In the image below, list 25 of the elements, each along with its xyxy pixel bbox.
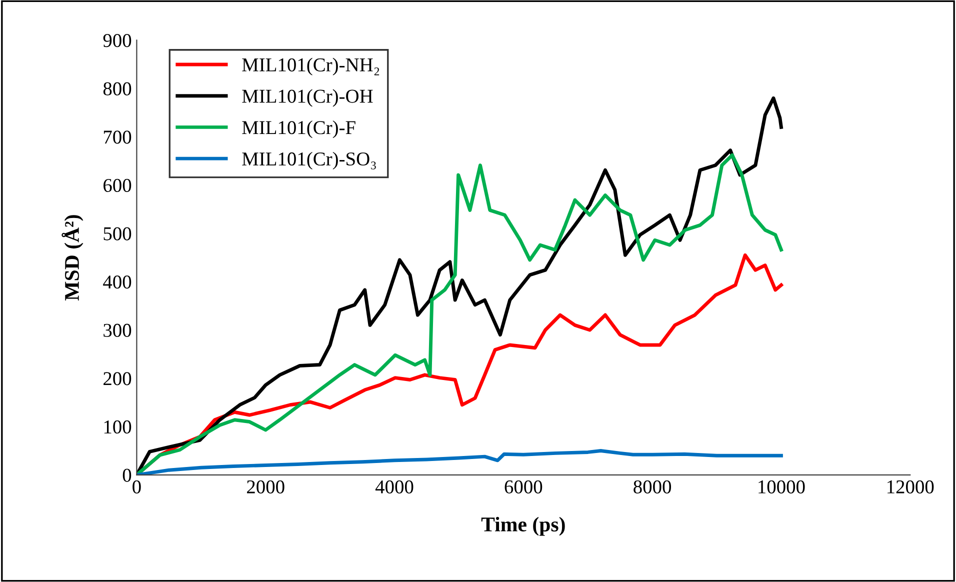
y-tick-label: 900 [103, 34, 132, 48]
legend-label: MIL101(Cr)-SO₃ [242, 152, 376, 170]
y-tick-label: 600 [104, 178, 132, 192]
x-tick-label: 0 [132, 480, 141, 494]
y-tick-label: 500 [104, 227, 132, 240]
x-tick-label: 2000 [247, 480, 284, 494]
y-tick-label: 300 [104, 324, 132, 337]
legend-label: MIL101(Cr)-F [242, 120, 356, 138]
y-tick-label: 200 [104, 372, 132, 386]
line-series [136, 153, 783, 475]
y-tick-label: 100 [104, 420, 132, 434]
x-tick-label: 6000 [504, 480, 542, 494]
x-tick-label: 10000 [758, 480, 805, 494]
x-axis-title: Time (ps) [481, 516, 565, 536]
x-tick-label: 12000 [888, 480, 934, 494]
x-tick-label: 8000 [634, 480, 672, 494]
y-tick-label: 700 [104, 130, 132, 144]
line-series [136, 449, 783, 475]
y-tick-label: 400 [103, 276, 132, 289]
y-tick-label: 800 [103, 82, 132, 96]
legend-label: MIL101(Cr)-OH [242, 89, 373, 107]
x-tick-label: 4000 [375, 480, 414, 494]
y-axis-title: MSD (Å²) [62, 215, 84, 301]
legend-label: MIL101(Cr)-NH₂ [242, 58, 380, 76]
y-tick-label: 0 [122, 468, 132, 482]
